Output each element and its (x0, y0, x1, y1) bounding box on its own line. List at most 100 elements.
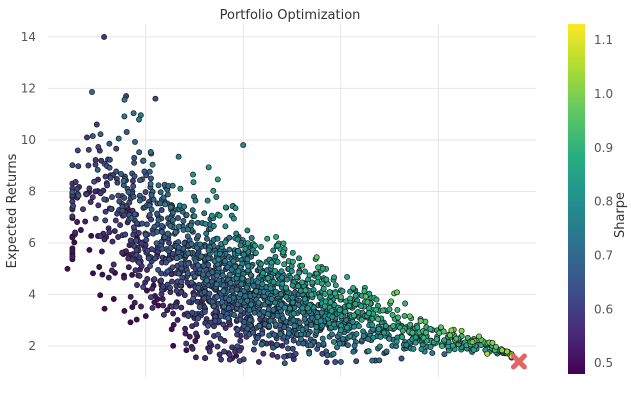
points-layer (64, 33, 515, 367)
data-point (130, 183, 137, 190)
data-point (222, 239, 229, 246)
data-point (394, 289, 400, 296)
data-point (164, 230, 171, 237)
data-point (167, 244, 174, 251)
data-point (278, 274, 285, 281)
data-point (104, 182, 111, 189)
data-point (279, 342, 286, 349)
data-point (87, 199, 94, 205)
data-point (237, 337, 244, 344)
data-point (204, 235, 210, 242)
data-point (134, 282, 140, 288)
data-point (114, 179, 121, 186)
data-point (388, 298, 395, 305)
data-point (339, 335, 346, 342)
data-point (75, 192, 82, 199)
data-point (280, 249, 287, 256)
data-point (386, 306, 393, 313)
data-point (292, 350, 299, 357)
data-point (266, 332, 273, 339)
data-point (142, 231, 149, 238)
data-point (302, 287, 309, 294)
data-point (169, 217, 176, 224)
data-point (214, 235, 221, 242)
data-point (453, 335, 460, 342)
data-point (183, 212, 190, 218)
data-point (209, 269, 216, 276)
data-point (280, 315, 287, 322)
data-point (205, 164, 212, 171)
data-point (307, 342, 314, 348)
data-point (192, 338, 199, 344)
data-point (355, 323, 362, 330)
data-point (382, 323, 389, 329)
data-point (184, 226, 191, 233)
colorbar-tick-labels: 0.5 0.6 0.7 0.8 0.9 1.0 1.1 (594, 33, 613, 370)
data-point (476, 333, 482, 340)
data-point (337, 327, 344, 334)
data-point (144, 266, 150, 273)
data-point (154, 210, 160, 217)
data-point (82, 218, 89, 225)
data-point (376, 357, 383, 364)
data-point (244, 325, 251, 332)
data-point (381, 329, 388, 336)
data-point (302, 268, 308, 275)
data-point (220, 321, 227, 328)
data-point (247, 272, 254, 279)
data-point (106, 156, 113, 163)
data-point (170, 342, 177, 349)
data-point (222, 258, 228, 265)
data-point (64, 265, 71, 272)
data-point (125, 189, 132, 196)
data-point (332, 290, 339, 297)
data-point (216, 250, 223, 257)
data-point (245, 278, 252, 285)
data-point (185, 260, 192, 267)
y-tick-label: 8 (28, 184, 36, 198)
data-point (201, 295, 208, 302)
data-point (331, 274, 338, 281)
data-point (306, 272, 313, 279)
data-point (213, 281, 220, 288)
data-point (203, 329, 210, 336)
data-point (347, 295, 354, 302)
data-point (268, 259, 275, 266)
data-point (330, 350, 337, 357)
data-point (253, 288, 260, 295)
data-point (203, 277, 210, 284)
data-point (69, 213, 76, 220)
data-point (214, 176, 221, 183)
data-point (449, 342, 456, 349)
data-point (74, 219, 81, 225)
data-point (260, 350, 267, 357)
data-point (117, 222, 124, 229)
data-point (148, 175, 154, 182)
data-point (255, 358, 262, 365)
data-point (200, 271, 207, 278)
data-point (175, 244, 182, 251)
data-point (131, 211, 138, 218)
data-point (313, 324, 320, 330)
data-point (393, 338, 400, 345)
data-point (180, 218, 187, 224)
data-point (289, 282, 296, 289)
data-point (120, 177, 127, 184)
data-point (329, 331, 335, 338)
data-point (115, 192, 122, 199)
data-point (149, 304, 156, 311)
data-point (158, 222, 165, 229)
data-point (147, 149, 154, 155)
data-point (309, 279, 316, 286)
data-point (91, 178, 98, 185)
data-point (127, 319, 134, 326)
data-point (308, 291, 315, 298)
data-point (236, 358, 243, 365)
data-point (272, 267, 279, 274)
colorbar-tick-label: 0.8 (594, 195, 613, 209)
data-point (158, 207, 165, 213)
data-point (440, 328, 447, 335)
data-point (439, 343, 445, 350)
data-point (185, 250, 192, 257)
data-point (183, 347, 190, 354)
